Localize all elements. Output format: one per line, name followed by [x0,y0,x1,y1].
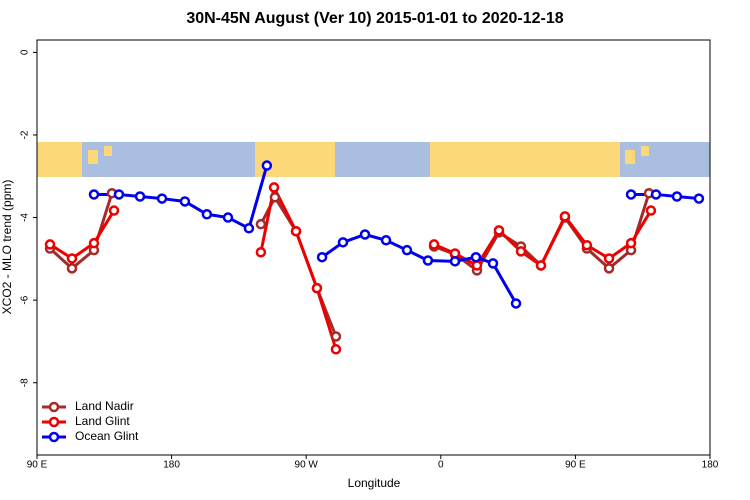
data-point [330,344,342,355]
data-point [66,263,78,274]
data-point [401,244,413,256]
legend-label: Land Glint [75,414,130,428]
y-tick-label: 0 [20,49,31,55]
x-axis-label: Longitude [348,476,401,490]
data-point [625,189,637,200]
data-point [108,205,120,216]
series-line [93,165,700,305]
data-point [290,225,302,237]
legend-marker [48,401,60,413]
x-tick-label: 90 W [295,460,319,471]
legend-marker [48,416,60,428]
data-point [261,160,273,171]
series-line [49,182,653,350]
data-point [535,260,547,271]
data-point [330,331,342,342]
data-point [255,246,267,258]
data-point [243,223,255,234]
chart-title: 30N-45N August (Ver 10) 2015-01-01 to 20… [186,10,563,27]
data-point [179,196,191,207]
data-point [645,205,657,216]
data-point [337,237,349,248]
data-point [380,235,392,246]
data-point [471,260,483,271]
y-tick-label: -6 [20,295,31,304]
legend-label: Land Nadir [75,399,134,413]
data-point [581,239,593,251]
data-point [559,211,571,222]
data-point [268,182,280,193]
data-point [625,237,637,249]
data-point [603,253,615,264]
x-tick-label: 90 E [565,460,586,471]
data-point [66,253,78,264]
data-point [603,263,615,274]
x-tick-label: 90 E [27,460,48,471]
data-point [134,191,146,202]
data-point [255,218,267,230]
data-point [650,189,662,200]
data-point [422,255,434,266]
data-point [693,193,705,204]
data-point [88,189,100,200]
y-tick-label: -4 [20,213,31,222]
data-point [316,251,328,263]
data-point [88,237,100,249]
map-strip [37,142,710,177]
data-point [359,229,371,240]
data-point [515,246,527,257]
series-line [49,192,651,338]
x-tick-label: 180 [702,460,719,471]
data-point [428,239,440,250]
data-point [470,251,482,263]
data-point [269,192,281,203]
plot-frame [36,39,711,456]
data-point [222,212,234,223]
data-point [113,189,125,200]
x-tick-label: 0 [438,460,444,471]
data-point [487,258,499,269]
x-tick-label: 180 [163,460,180,471]
data-point [44,239,56,250]
legend-marker [48,431,60,443]
legend-label: Ocean Glint [75,429,139,443]
y-tick-label: -2 [20,130,31,139]
data-point [671,191,683,202]
data-point [510,298,522,309]
data-point [201,209,213,220]
data-point [449,256,461,267]
data-point [156,193,168,204]
y-tick-label: -8 [20,378,31,387]
data-point [311,282,323,294]
y-axis-label: XCO2 - MLO trend (ppm) [0,180,14,315]
data-point [493,225,505,236]
